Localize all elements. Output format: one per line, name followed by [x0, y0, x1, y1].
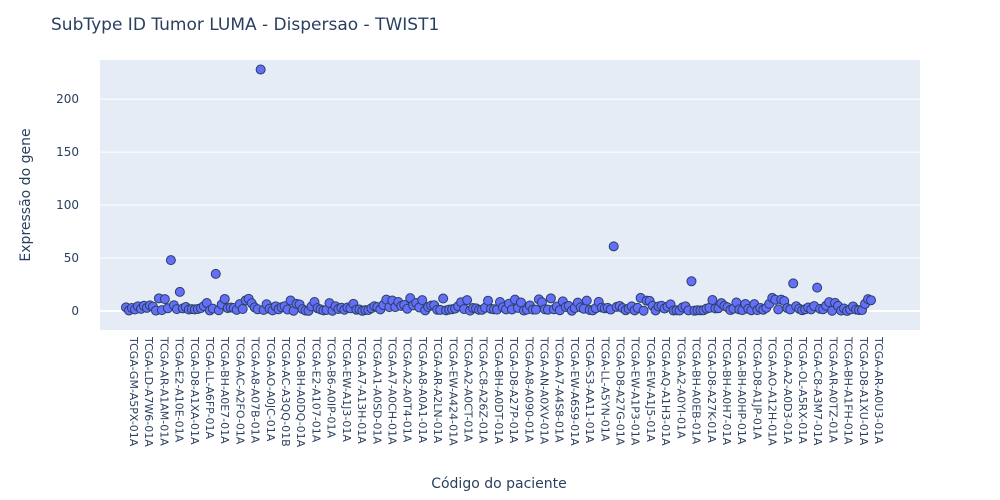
- data-point: [165, 255, 176, 266]
- x-tick-label: TCGA-AC-A2FO-01A: [233, 336, 246, 445]
- x-tick-label: TCGA-BH-A0H7-01A: [720, 336, 733, 445]
- data-point: [237, 304, 248, 315]
- x-tick-label: TCGA-E2-A107-01A: [309, 336, 322, 443]
- x-tick-label: TCGA-A1-A0SD-01A: [370, 336, 383, 444]
- x-tick-label: TCGA-AR-A1AM-01A: [157, 336, 170, 446]
- x-tick-label: TCGA-D8-A27K-01A: [705, 336, 718, 443]
- x-tick-label: TCGA-OL-A5RX-01A: [796, 336, 809, 444]
- data-point: [159, 294, 170, 305]
- data-points: [121, 64, 876, 316]
- x-tick-label: TCGA-AR-A2LN-01A: [431, 336, 444, 444]
- x-tick-label: TCGA-A7-A0CH-01A: [385, 336, 398, 445]
- x-tick-label: TCGA-AC-A3QQ-01B: [279, 336, 292, 447]
- x-tick-label: TCGA-A8-A0A1-01A: [416, 336, 429, 444]
- x-tick-label: TCGA-BH-A0E7-01A: [218, 336, 231, 444]
- data-point: [438, 293, 449, 304]
- x-tick-label: TCGA-AR-A0TZ-01A: [826, 336, 839, 443]
- y-tick-label: 0: [71, 304, 79, 318]
- data-point: [462, 295, 473, 306]
- x-tick-label: TCGA-A7-A4S8-01A: [553, 336, 566, 443]
- y-tick-label: 150: [56, 145, 79, 159]
- x-tick-label: TCGA-LD-A7W6-01A: [142, 336, 155, 447]
- x-tick-label: TCGA-EW-A1P3-01A: [629, 336, 642, 446]
- y-tick-label: 200: [56, 92, 79, 106]
- data-point: [530, 304, 541, 315]
- data-point: [417, 295, 428, 306]
- x-tick-label: TCGA-D8-A1JP-01A: [750, 336, 763, 440]
- x-tick-label: TCGA-LL-A6FP-01A: [203, 336, 216, 440]
- x-tick-label: TCGA-C8-A3M7-01A: [811, 336, 824, 446]
- x-tick-label: TCGA-A2-A0YI-01A: [674, 336, 687, 439]
- data-point: [219, 293, 230, 304]
- x-tick-label: TCGA-AQ-A1H3-01A: [659, 336, 672, 446]
- x-tick-label: TCGA-D8-A27G-01A: [614, 336, 627, 446]
- data-point: [638, 305, 649, 316]
- x-tick-label: TCGA-EW-A1J5-01A: [644, 336, 657, 442]
- data-point: [866, 295, 876, 306]
- y-tick-label: 100: [56, 198, 79, 212]
- x-tick-label: TCGA-A8-A090-01A: [522, 336, 535, 443]
- data-point: [686, 276, 697, 287]
- x-tick-label: TCGA-B6-A0IP-01A: [325, 336, 338, 439]
- y-axis-title: Expressão do gene: [18, 128, 34, 261]
- data-point: [210, 268, 221, 279]
- x-tick-label: TCGA-A2-A0T4-01A: [401, 336, 414, 443]
- chart-title: SubType ID Tumor LUMA - Dispersao - TWIS…: [51, 15, 439, 35]
- x-tick-label: TCGA-BH-A0EB-01A: [690, 336, 703, 445]
- data-point: [545, 293, 556, 304]
- x-tick-label: TCGA-AN-A0XV-01A: [538, 336, 551, 445]
- y-tick-label: 50: [64, 251, 79, 265]
- x-tick-label: TCGA-EW-A6S9-01A: [568, 336, 581, 446]
- x-tick-label: TCGA-D8-A27P-01A: [507, 336, 520, 444]
- x-tick-label: TCGA-BH-A0HP-01A: [735, 336, 748, 445]
- x-tick-label: TCGA-AR-A0U3-01A: [872, 336, 885, 444]
- x-tick-label: TCGA-BH-A0DT-01A: [492, 336, 505, 444]
- x-tick-label: TCGA-EW-A1J3-01A: [340, 336, 353, 442]
- data-point: [773, 304, 784, 315]
- data-point: [707, 295, 718, 306]
- x-tick-label: TCGA-D8-A1XU-01A: [857, 336, 870, 446]
- data-point: [483, 295, 494, 306]
- x-tick-labels: TCGA-GM-A5PX-01A TCGA-LD-A7W6-01A TCGA-AR-…: [127, 336, 885, 448]
- x-tick-label: TCGA-A2-A0CT-01A: [461, 336, 474, 442]
- x-tick-label: TCGA-S3-AA11-01A: [583, 336, 596, 444]
- x-tick-label: TCGA-LL-A5YN-01A: [598, 336, 611, 442]
- x-tick-label: TCGA-A7-A13H-01A: [355, 336, 368, 444]
- x-tick-label: TCGA-BH-A1FH-01A: [842, 336, 855, 445]
- x-axis-title: Código do paciente: [431, 476, 567, 492]
- x-tick-label: TCGA-A2-A0D3-01A: [781, 336, 794, 444]
- plot-area: [100, 60, 920, 330]
- data-point: [581, 295, 592, 306]
- x-tick-label: TCGA-A8-A07B-01A: [249, 336, 262, 444]
- x-tick-label: TCGA-GM-A5PX-01A: [127, 336, 140, 447]
- data-point: [812, 282, 823, 293]
- y-tick-labels: 0 50 100 150 200: [56, 92, 79, 318]
- data-point: [608, 241, 619, 252]
- x-tick-label: TCGA-D8-A1XA-01A: [188, 336, 201, 445]
- x-tick-label: TCGA-C8-A26Z-01A: [477, 336, 490, 444]
- x-tick-label: TCGA-BH-A0DQ-01A: [294, 336, 307, 448]
- data-point: [174, 286, 185, 297]
- x-tick-label: TCGA-AO-A12H-01A: [766, 336, 779, 446]
- x-tick-label: TCGA-E2-A10E-01A: [173, 336, 186, 443]
- data-point: [788, 278, 799, 289]
- x-tick-label: TCGA-EW-A424-01A: [446, 336, 459, 446]
- data-point: [255, 64, 266, 75]
- x-tick-label: TCGA-AO-A0JC-01A: [264, 336, 277, 442]
